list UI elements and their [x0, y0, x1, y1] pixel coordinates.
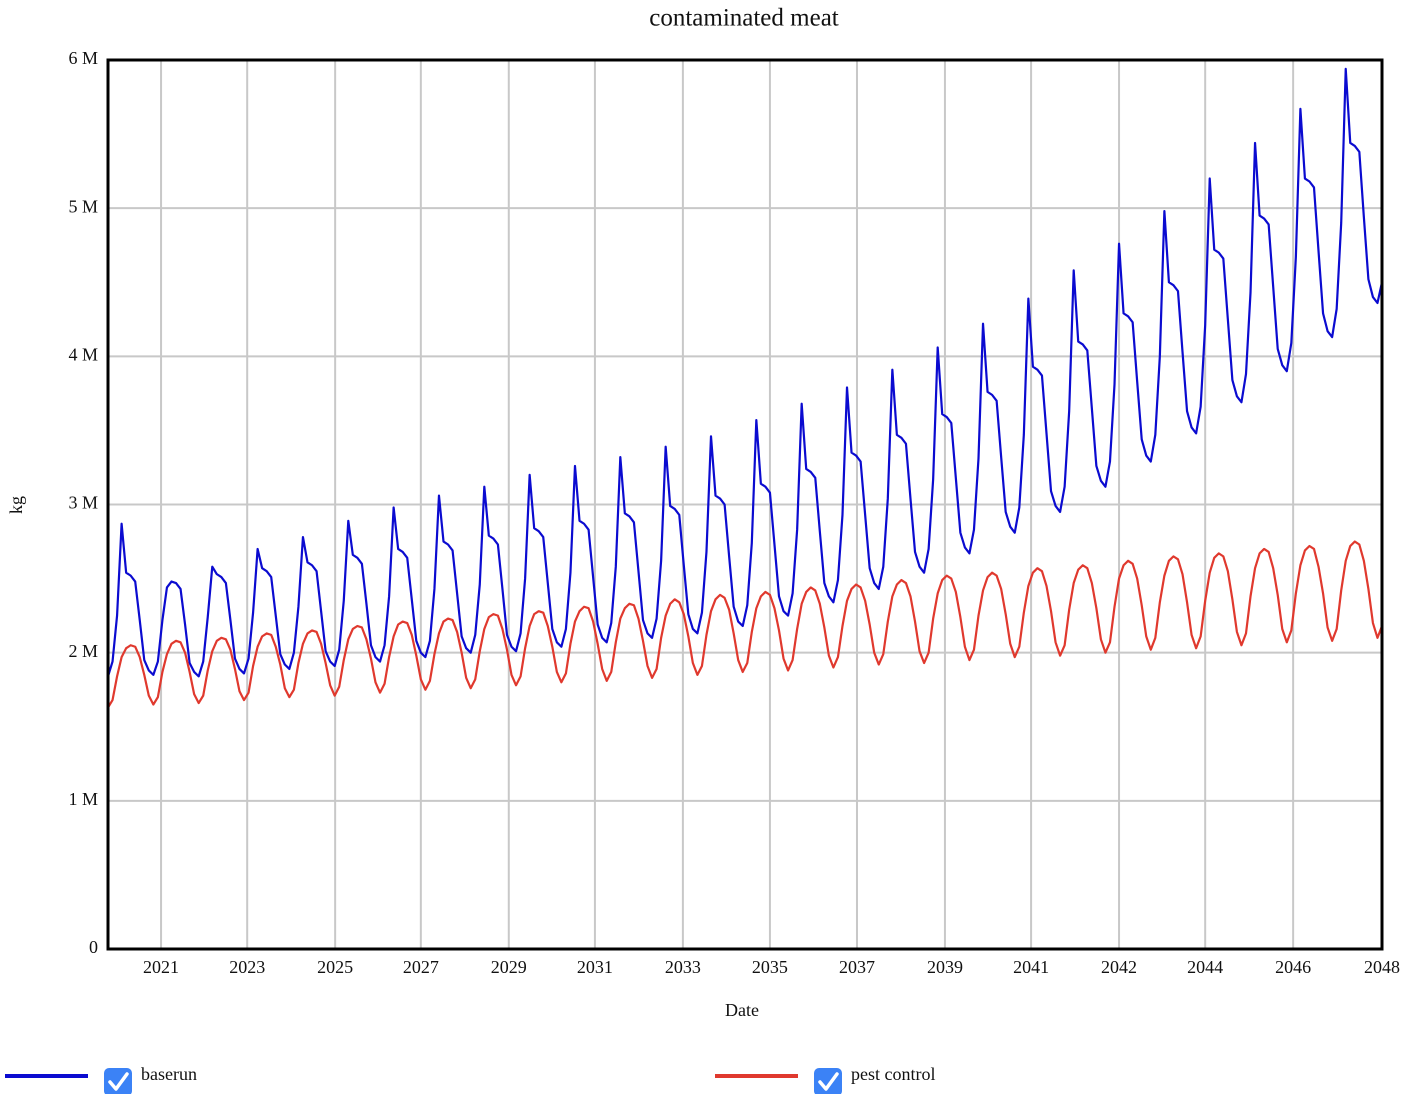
x-tick-label: 2042 — [1101, 957, 1137, 977]
checkbox — [814, 1068, 842, 1094]
legend-toggle[interactable] — [814, 1068, 842, 1094]
x-tick-label: 2039 — [927, 957, 963, 977]
series-line — [108, 540, 1382, 709]
chart-title: contaminated meat — [649, 5, 839, 32]
x-tick-label: 2027 — [403, 957, 439, 977]
plot-frame — [106, 58, 1384, 951]
checkmark — [818, 1072, 839, 1091]
x-tick-label: 2046 — [1275, 957, 1311, 977]
x-tick-label: 2048 — [1364, 957, 1400, 977]
x-axis-label: Date — [725, 1000, 759, 1020]
legend-label: pest control — [851, 1064, 935, 1084]
y-tick-label: 3 M — [68, 493, 98, 513]
checkmark — [108, 1072, 129, 1091]
legend: baserun pest control — [5, 1064, 935, 1094]
x-tick-label: 2044 — [1187, 957, 1223, 977]
y-tick-label: 0 — [89, 937, 98, 957]
x-tick-label: 2041 — [1013, 957, 1049, 977]
series-line — [108, 67, 1382, 678]
x-tick-label: 2021 — [143, 957, 179, 977]
grid — [108, 59, 1383, 950]
x-tick-label: 2023 — [229, 957, 265, 977]
y-tick-label: 5 M — [68, 196, 98, 216]
legend-label: baserun — [141, 1064, 197, 1084]
x-tick-label: 2031 — [577, 957, 613, 977]
labels: 0 1 M 2 M 3 M 4 M 5 M 6 M 2021 2023 2025 2027 2029 2… — [68, 48, 1400, 977]
legend-toggle[interactable] — [104, 1068, 132, 1094]
y-tick-label: 4 M — [68, 344, 98, 364]
lines — [108, 67, 1382, 709]
x-tick-label: 2029 — [491, 957, 527, 977]
y-tick-label: 6 M — [68, 48, 98, 68]
y-axis-label: kg — [6, 496, 26, 514]
checkbox — [104, 1068, 132, 1094]
x-tick-label: 2035 — [752, 957, 788, 977]
x-tick-label: 2037 — [839, 957, 875, 977]
x-tick-label: 2025 — [317, 957, 353, 977]
y-tick-label: 2 M — [68, 641, 98, 661]
x-tick-label: 2033 — [665, 957, 701, 977]
y-tick-label: 1 M — [68, 789, 98, 809]
